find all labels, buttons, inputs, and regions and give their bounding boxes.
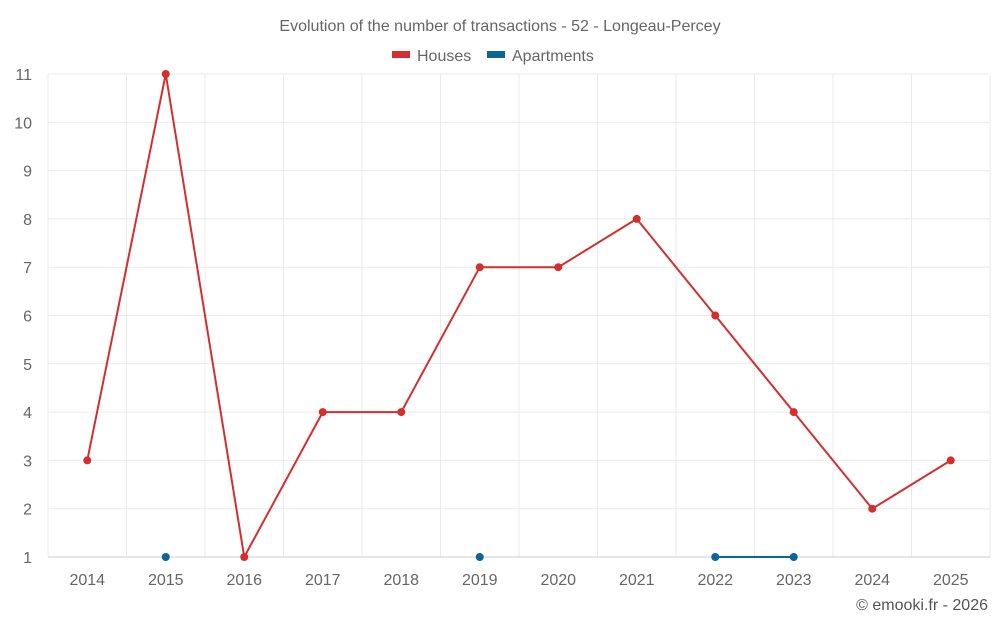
series-apartments — [161, 553, 798, 561]
y-tick-label: 11 — [15, 67, 32, 84]
data-point — [789, 553, 798, 561]
data-point — [83, 456, 92, 465]
data-point — [475, 263, 484, 272]
x-axis: 2014 2015 2016 2017 2018 2019 2020 2021 2022 2023… — [69, 572, 968, 589]
data-point — [161, 553, 170, 561]
y-tick-label: 8 — [23, 212, 32, 229]
x-tick-label: 2022 — [697, 572, 733, 589]
data-point — [318, 408, 327, 417]
y-tick-label: 7 — [23, 260, 32, 277]
data-point — [397, 408, 406, 417]
data-point — [554, 263, 563, 272]
y-tick-label: 2 — [23, 502, 32, 519]
y-tick-label: 9 — [23, 164, 32, 181]
legend-swatch — [392, 51, 410, 58]
x-tick-label: 2017 — [305, 572, 341, 589]
y-tick-label: 4 — [23, 405, 32, 422]
legend: Houses Apartments — [392, 48, 594, 65]
series-layer — [83, 70, 955, 561]
y-tick-label: 5 — [23, 357, 32, 374]
legend-label: Houses — [417, 48, 471, 65]
x-tick-label: 2016 — [226, 572, 262, 589]
series-line — [86, 73, 952, 561]
data-point — [161, 70, 170, 78]
data-point — [632, 214, 641, 223]
grid — [47, 73, 991, 558]
legend-swatch — [487, 51, 505, 58]
x-tick-label: 2019 — [462, 572, 498, 589]
x-tick-label: 2020 — [540, 572, 576, 589]
y-tick-label: 10 — [14, 115, 32, 132]
x-tick-label: 2024 — [854, 572, 890, 589]
x-tick-label: 2015 — [148, 572, 184, 589]
y-tick-label: 6 — [23, 309, 32, 326]
data-point — [789, 408, 798, 417]
data-point — [475, 553, 484, 561]
x-tick-label: 2023 — [776, 572, 812, 589]
x-tick-label: 2021 — [619, 572, 655, 589]
chart-title: Evolution of the number of transactions … — [279, 18, 720, 35]
y-axis: 1 2 3 4 5 6 7 8 9 10 11 — [14, 67, 32, 567]
series-houses — [83, 70, 955, 561]
data-point — [240, 553, 249, 561]
data-point — [711, 311, 720, 320]
data-point — [711, 553, 720, 561]
credit-text: © emooki.fr - 2026 — [856, 597, 988, 614]
y-tick-label: 1 — [23, 550, 32, 567]
x-tick-label: 2025 — [933, 572, 969, 589]
y-tick-label: 3 — [23, 453, 32, 470]
legend-label: Apartments — [512, 48, 594, 65]
x-tick-label: 2018 — [383, 572, 419, 589]
data-point — [868, 504, 877, 513]
data-point — [946, 456, 955, 465]
x-tick-label: 2014 — [69, 572, 105, 589]
